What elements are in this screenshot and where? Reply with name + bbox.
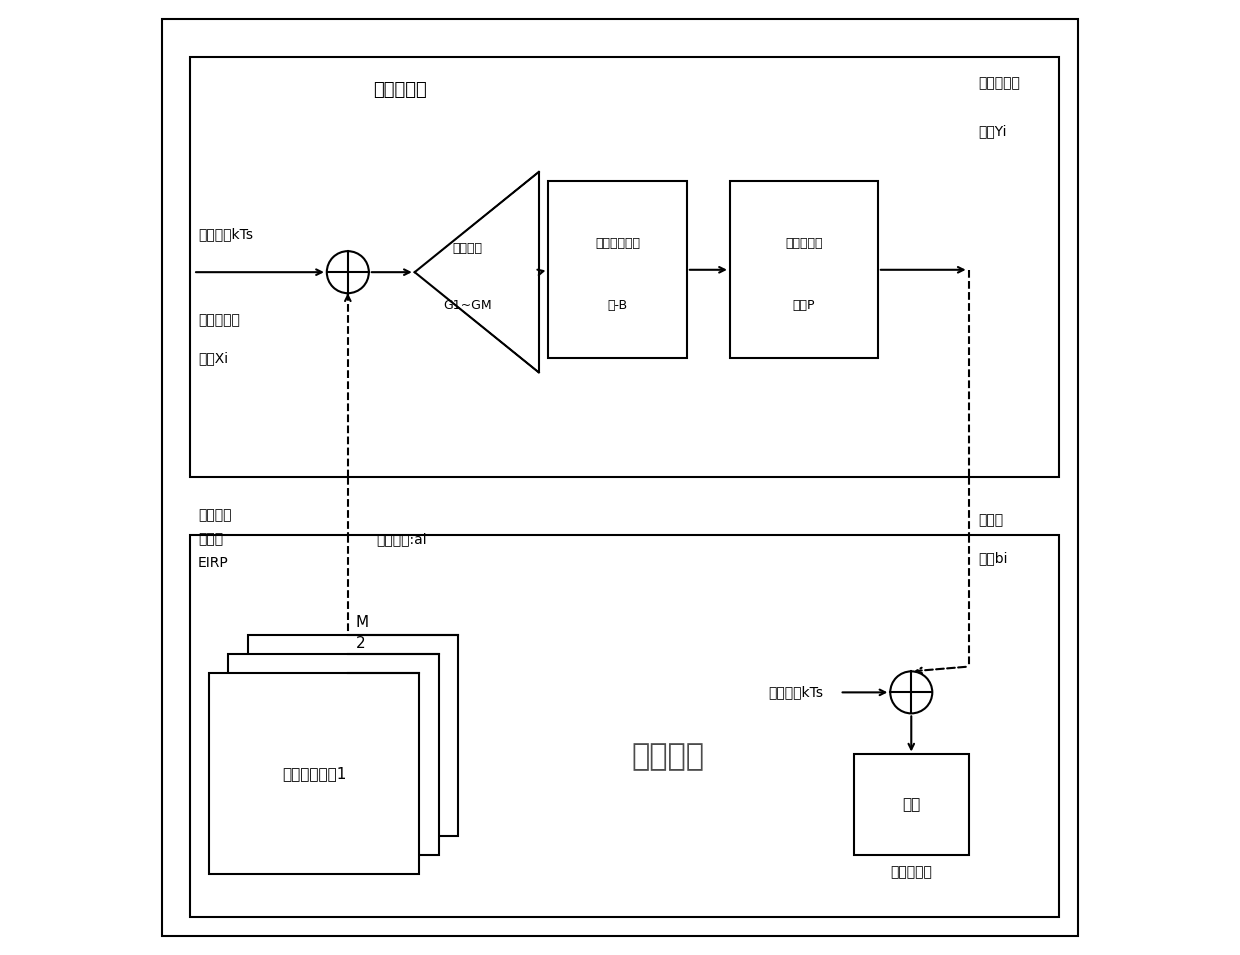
Text: 下行输出功: 下行输出功 — [978, 76, 1021, 91]
Text: 上行损耗:ai: 上行损耗:ai — [377, 533, 427, 546]
Bar — [190, 57, 1059, 478]
Text: 地面终端: 地面终端 — [631, 742, 704, 771]
Text: 率：Xi: 率：Xi — [198, 351, 228, 365]
Text: 带通滤波: 带通滤波 — [453, 242, 482, 255]
Text: 下行损: 下行损 — [978, 514, 1003, 527]
Text: 宽-B: 宽-B — [608, 299, 627, 311]
Text: 耗：bi: 耗：bi — [978, 552, 1008, 565]
Text: 非线性功功: 非线性功功 — [785, 237, 822, 250]
Text: 热噪声：kTs: 热噪声：kTs — [768, 686, 823, 699]
Text: 地面发射终端1: 地面发射终端1 — [283, 766, 347, 781]
Text: 率：Yi: 率：Yi — [978, 124, 1007, 138]
Text: EIRP: EIRP — [198, 557, 228, 570]
Bar — [730, 181, 878, 358]
Bar — [548, 181, 687, 358]
Text: 解码: 解码 — [903, 797, 920, 812]
Bar — [854, 754, 968, 855]
Bar — [248, 635, 458, 836]
Bar — [228, 654, 439, 855]
Bar — [190, 535, 1059, 917]
Text: 上行输入功: 上行输入功 — [198, 313, 239, 327]
Text: 功率：: 功率： — [198, 533, 223, 546]
Text: 数：P: 数：P — [792, 299, 815, 311]
Text: 热噪声：kTs: 热噪声：kTs — [198, 227, 253, 241]
Text: 地面接收端: 地面接收端 — [890, 865, 932, 879]
Bar — [210, 673, 419, 874]
Text: 2: 2 — [356, 636, 365, 651]
Text: 带限滤波，带: 带限滤波，带 — [595, 237, 640, 250]
Text: G1~GM: G1~GM — [443, 299, 491, 312]
Text: 上行发射: 上行发射 — [198, 509, 232, 522]
Text: M: M — [356, 615, 368, 630]
Text: 卫星转发器: 卫星转发器 — [373, 81, 428, 99]
